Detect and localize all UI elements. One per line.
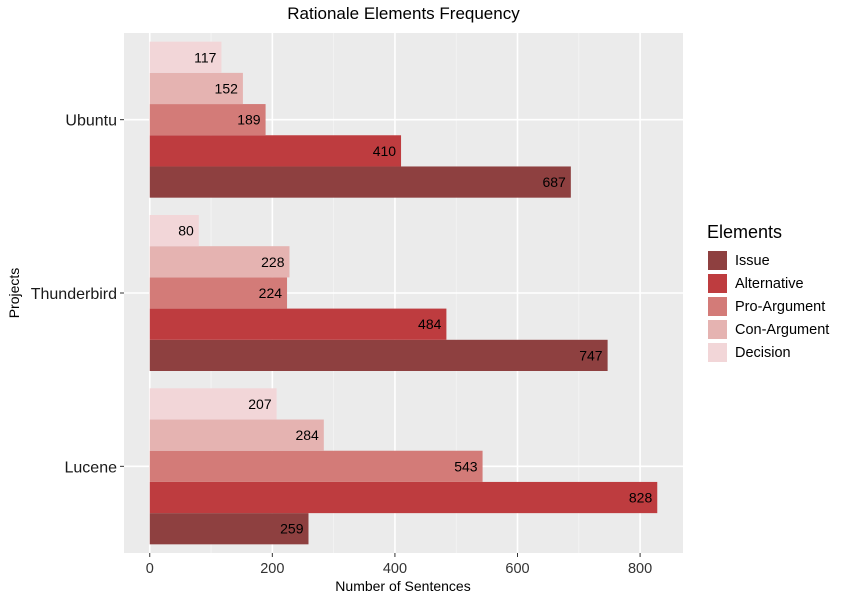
legend-key xyxy=(707,273,728,294)
bar xyxy=(149,513,309,545)
legend-items: Issue Alternative Pro-Argument Con-Argument… xyxy=(707,249,829,364)
legend-item: Con-Argument xyxy=(707,318,829,341)
bar-value-label: 117 xyxy=(194,49,217,65)
legend-label: Con-Argument xyxy=(735,321,830,338)
bar xyxy=(149,481,658,514)
y-axis-label: Projects xyxy=(6,268,22,319)
bar xyxy=(149,277,288,309)
x-tick-label: 200 xyxy=(260,561,284,577)
bar-value-label: 828 xyxy=(629,490,653,506)
bar-value-label: 189 xyxy=(237,112,261,128)
x-axis-label: Number of Sentences xyxy=(335,578,470,594)
legend: Elements Issue Alternative Pro-Argument Con… xyxy=(707,222,829,364)
bar-value-label: 484 xyxy=(418,316,442,332)
bar-value-label: 80 xyxy=(178,223,194,239)
legend-key xyxy=(707,319,728,340)
bar-value-label: 224 xyxy=(259,285,283,301)
bar-labels: 687 410 189 152 117 747 484 224 228 80 259 828 543 28… xyxy=(178,49,652,536)
legend-item: Decision xyxy=(707,341,829,364)
bar xyxy=(149,339,608,371)
bar-value-label: 410 xyxy=(373,143,397,159)
legend-key xyxy=(707,250,728,271)
legend-item: Alternative xyxy=(707,272,829,295)
legend-label: Pro-Argument xyxy=(735,298,826,315)
bar xyxy=(149,388,277,420)
legend-key xyxy=(707,296,728,317)
x-tick-label: 0 xyxy=(146,561,154,577)
bar-value-label: 228 xyxy=(261,254,285,270)
x-tick-label: 800 xyxy=(628,561,652,577)
bar xyxy=(149,166,571,198)
bar-value-label: 687 xyxy=(542,174,566,190)
legend-label: Decision xyxy=(735,344,791,361)
axes: 0 200 400 600 800 Ubuntu Thunderbird Lucene xyxy=(31,113,652,577)
bar-value-label: 543 xyxy=(454,458,478,474)
y-tick-label: Lucene xyxy=(65,459,118,476)
legend-item: Pro-Argument xyxy=(707,295,829,318)
legend-item: Issue xyxy=(707,249,829,272)
bar xyxy=(149,104,266,136)
bar xyxy=(149,246,290,278)
bar-value-label: 152 xyxy=(215,80,239,96)
legend-label: Issue xyxy=(735,252,770,269)
bar xyxy=(149,41,222,73)
y-tick-label: Ubuntu xyxy=(65,113,117,130)
bar-value-label: 747 xyxy=(579,347,603,363)
chart-title: Rationale Elements Frequency xyxy=(287,4,520,23)
bar xyxy=(149,135,402,167)
bar xyxy=(149,215,199,247)
bar-value-label: 284 xyxy=(295,427,319,443)
bar-value-label: 207 xyxy=(248,396,272,412)
bar-value-label: 259 xyxy=(280,521,304,537)
x-tick-label: 400 xyxy=(383,561,407,577)
bar xyxy=(149,419,324,451)
legend-key xyxy=(707,342,728,363)
x-tick-label: 600 xyxy=(505,561,529,577)
bar xyxy=(149,308,447,340)
y-tick-label: Thunderbird xyxy=(31,286,117,303)
bars xyxy=(149,41,658,545)
bar xyxy=(149,72,243,105)
bar xyxy=(149,450,483,482)
legend-title: Elements xyxy=(707,222,783,242)
legend-label: Alternative xyxy=(735,275,804,292)
